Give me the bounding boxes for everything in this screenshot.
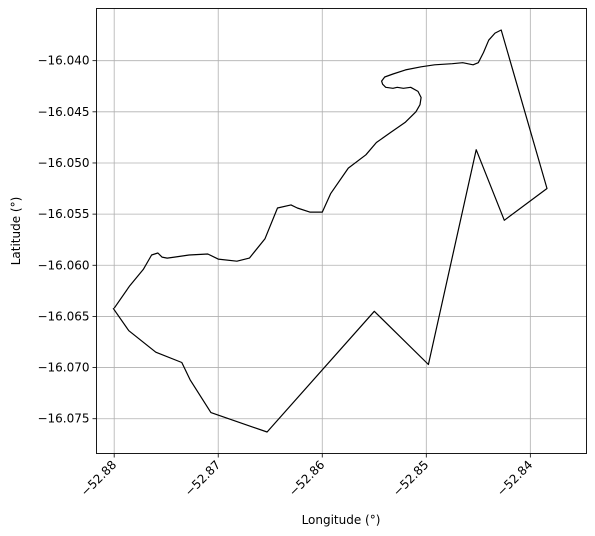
x-tick-label: −52.87 (182, 458, 223, 499)
y-tick-label: −16.050 (37, 156, 89, 170)
area-boundary-line (112, 29, 548, 433)
y-tick-label: −16.045 (37, 105, 89, 119)
y-tick-label: −16.070 (37, 361, 89, 375)
x-tick-label: −52.88 (78, 458, 119, 499)
y-tick-label: −16.060 (37, 258, 89, 272)
plot-area-frame (96, 8, 587, 454)
y-tick-label: −16.040 (37, 54, 89, 68)
y-tick-label: −16.075 (37, 412, 89, 426)
x-axis-label: Longitude (°) (302, 513, 381, 527)
grid-lines (96, 8, 587, 454)
x-tick-label: −52.86 (286, 458, 327, 499)
y-tick-label: −16.055 (37, 207, 89, 221)
x-tick-label: −52.85 (390, 458, 431, 499)
x-axis-ticks: −52.88 −52.87 −52.86 −52.85 −52.84 (78, 453, 535, 499)
y-tick-label: −16.065 (37, 309, 89, 323)
y-axis-ticks: −16.040 −16.045 −16.050 −16.055 −16.060 −16.0… (37, 54, 97, 426)
x-tick-label: −52.84 (494, 458, 535, 499)
y-axis-label: Latitude (°) (9, 197, 23, 266)
